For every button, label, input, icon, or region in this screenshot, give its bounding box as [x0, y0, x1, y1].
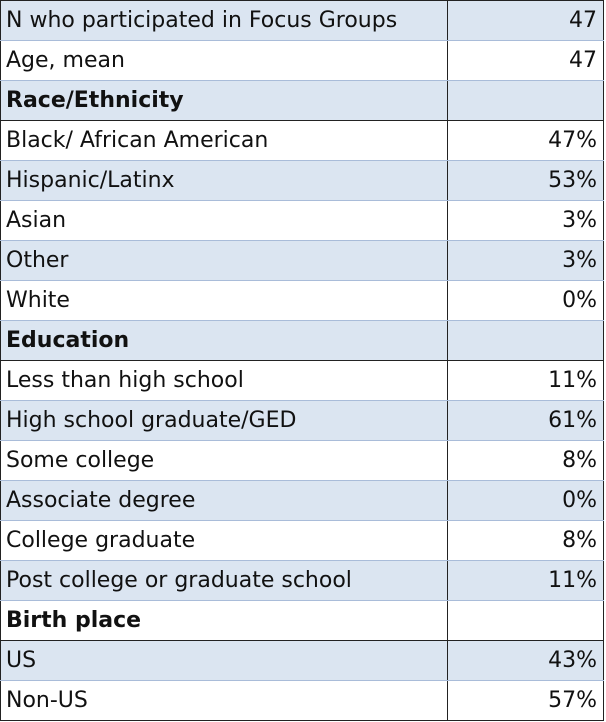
row-value: 47	[447, 0, 604, 41]
table-row: Hispanic/Latinx 53%	[0, 160, 604, 201]
row-label: US	[0, 640, 448, 681]
row-label: Age, mean	[0, 40, 448, 81]
table-row: Black/ African American 47%	[0, 120, 604, 161]
table-row: Some college 8%	[0, 440, 604, 481]
section-header-row: Birth place	[0, 600, 604, 641]
table-row: Less than high school 11%	[0, 360, 604, 401]
section-header-row: Race/Ethnicity	[0, 80, 604, 121]
table-row: College graduate 8%	[0, 520, 604, 561]
section-heading: Education	[0, 320, 448, 361]
row-value: 47	[447, 40, 604, 81]
table-row: High school graduate/GED 61%	[0, 400, 604, 441]
row-value: 3%	[447, 200, 604, 241]
row-value	[447, 600, 604, 641]
row-value: 3%	[447, 240, 604, 281]
table-row: Other 3%	[0, 240, 604, 281]
row-label: Some college	[0, 440, 448, 481]
row-value: 8%	[447, 440, 604, 481]
row-value	[447, 320, 604, 361]
table-row: Non-US 57%	[0, 680, 604, 721]
row-label: Associate degree	[0, 480, 448, 521]
row-value: 8%	[447, 520, 604, 561]
row-label: Black/ African American	[0, 120, 448, 161]
table-row: Post college or graduate school 11%	[0, 560, 604, 601]
row-label: White	[0, 280, 448, 321]
table-row: Asian 3%	[0, 200, 604, 241]
row-label: Less than high school	[0, 360, 448, 401]
row-label: Non-US	[0, 680, 448, 721]
row-value: 47%	[447, 120, 604, 161]
section-heading: Race/Ethnicity	[0, 80, 448, 121]
row-value: 0%	[447, 480, 604, 521]
row-label: Post college or graduate school	[0, 560, 448, 601]
row-label: Asian	[0, 200, 448, 241]
row-value: 0%	[447, 280, 604, 321]
table-row: Age, mean 47	[0, 40, 604, 81]
row-value: 11%	[447, 360, 604, 401]
row-value: 43%	[447, 640, 604, 681]
row-label: College graduate	[0, 520, 448, 561]
row-label: Hispanic/Latinx	[0, 160, 448, 201]
row-label: High school graduate/GED	[0, 400, 448, 441]
row-value: 11%	[447, 560, 604, 601]
table-row: Associate degree 0%	[0, 480, 604, 521]
section-header-row: Education	[0, 320, 604, 361]
section-heading: Birth place	[0, 600, 448, 641]
table-row: US 43%	[0, 640, 604, 681]
row-value	[447, 80, 604, 121]
row-label: N who participated in Focus Groups	[0, 0, 448, 41]
row-value: 61%	[447, 400, 604, 441]
row-label: Other	[0, 240, 448, 281]
row-value: 57%	[447, 680, 604, 721]
table-row: N who participated in Focus Groups 47	[0, 0, 604, 41]
table-row: White 0%	[0, 280, 604, 321]
row-value: 53%	[447, 160, 604, 201]
